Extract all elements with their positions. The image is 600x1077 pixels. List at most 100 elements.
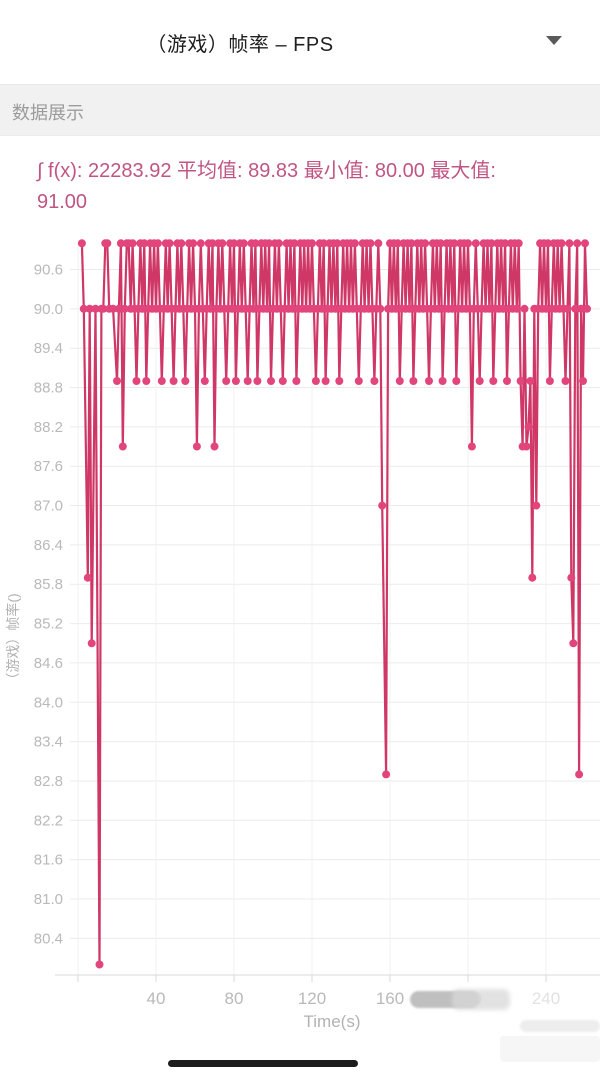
data-point-marker [464, 239, 472, 248]
y-tick-label: 82.8 [34, 773, 63, 790]
data-point-marker [243, 377, 252, 385]
data-point-marker [522, 442, 531, 451]
data-point-marker [292, 377, 301, 385]
data-point-marker [376, 304, 385, 313]
y-tick-label: 85.8 [34, 576, 63, 593]
data-point-marker [421, 239, 430, 248]
data-point-marker [208, 239, 217, 248]
data-point-marker [512, 304, 521, 313]
data-point-marker [489, 377, 498, 385]
data-point-marker [350, 239, 359, 248]
data-point-marker [393, 239, 402, 248]
data-point-marker [557, 239, 566, 248]
data-point-marker [109, 304, 118, 313]
data-point-marker [249, 304, 258, 313]
y-tick-label: 88.8 [34, 380, 63, 397]
data-point-marker [565, 239, 574, 248]
data-point-marker [438, 377, 447, 385]
data-point-marker [503, 377, 511, 385]
data-point-marker [222, 377, 231, 385]
watermark-smudge [520, 1020, 600, 1032]
fps-series-line [80, 242, 589, 966]
watermark-smudge [500, 1036, 600, 1062]
data-point-marker [374, 239, 383, 248]
data-point-marker [253, 377, 262, 385]
y-tick-label: 87.6 [34, 458, 63, 475]
data-point-marker [542, 304, 550, 313]
data-point-marker [206, 304, 215, 313]
data-point-marker [528, 573, 537, 582]
section-header: 数据展示 [0, 84, 600, 136]
data-point-marker [87, 639, 96, 648]
data-point-marker [114, 304, 123, 313]
data-point-marker [573, 239, 582, 248]
data-point-marker [395, 377, 404, 385]
data-point-marker [200, 377, 209, 385]
data-point-marker [545, 377, 554, 385]
data-point-marker [153, 239, 162, 248]
data-point-marker [567, 573, 576, 582]
data-point-marker [366, 239, 375, 248]
x-tick-label: 240 [532, 989, 560, 1008]
y-axis-title: （游戏）帧率() [5, 593, 21, 686]
y-tick-label: 81.6 [34, 852, 63, 869]
data-point-marker [563, 304, 572, 313]
data-point-marker [467, 442, 476, 451]
data-point-marker [239, 239, 248, 248]
x-tick-label: 40 [147, 989, 166, 1008]
data-point-marker [91, 304, 100, 313]
data-point-marker [192, 442, 201, 451]
data-point-marker [579, 377, 587, 385]
data-point-marker [452, 377, 461, 385]
x-tick-label: 160 [376, 989, 404, 1008]
data-point-marker [333, 239, 342, 248]
data-point-marker [116, 239, 125, 248]
data-point-marker [544, 239, 552, 248]
data-point-marker [218, 239, 227, 248]
data-point-marker [99, 304, 108, 313]
x-tick-label: 120 [298, 989, 326, 1008]
data-point-marker [140, 239, 149, 248]
data-point-marker [448, 304, 457, 313]
data-point-marker [354, 377, 363, 385]
y-tick-label: 84.6 [34, 655, 63, 672]
data-point-marker [278, 377, 287, 385]
data-point-marker [487, 239, 496, 248]
data-point-marker [405, 304, 414, 313]
data-point-marker [331, 304, 340, 313]
data-point-marker [471, 239, 480, 248]
data-point-marker [138, 304, 147, 313]
data-point-marker [95, 960, 104, 969]
data-point-marker [128, 239, 137, 248]
data-point-marker [571, 304, 580, 313]
data-point-marker [290, 239, 299, 248]
caret-down-icon[interactable] [546, 36, 562, 45]
y-tick-label: 89.4 [34, 340, 63, 357]
y-tick-label: 80.4 [34, 930, 63, 947]
data-point-marker [391, 304, 400, 313]
data-point-marker [450, 239, 459, 248]
data-point-marker [382, 770, 391, 779]
section-header-label: 数据展示 [12, 103, 84, 123]
data-point-marker [189, 239, 198, 248]
data-point-marker [263, 304, 272, 313]
data-point-marker [561, 377, 570, 385]
data-point-marker [251, 239, 260, 248]
data-point-marker [407, 239, 416, 248]
data-point-marker [520, 304, 529, 313]
data-point-marker [288, 304, 297, 313]
data-point-marker [409, 377, 418, 385]
data-point-marker [103, 239, 112, 248]
home-indicator-bar[interactable] [168, 1060, 358, 1067]
x-axis-title: Time(s) [304, 1012, 361, 1031]
stats-line1: ∫ f(x): 22283.92 平均值: 89.83 最小值: 80.00 最… [37, 160, 496, 182]
stats-summary: ∫ f(x): 22283.92 平均值: 89.83 最小值: 80.00 最… [37, 156, 587, 218]
data-point-marker [335, 377, 344, 385]
data-point-marker [120, 304, 129, 313]
data-point-marker [85, 304, 94, 313]
chart-selector-title[interactable]: （游戏）帧率 – FPS [146, 34, 334, 56]
data-point-marker [485, 304, 494, 313]
data-point-marker [83, 573, 92, 582]
data-point-marker [265, 239, 274, 248]
data-point-marker [317, 304, 326, 313]
